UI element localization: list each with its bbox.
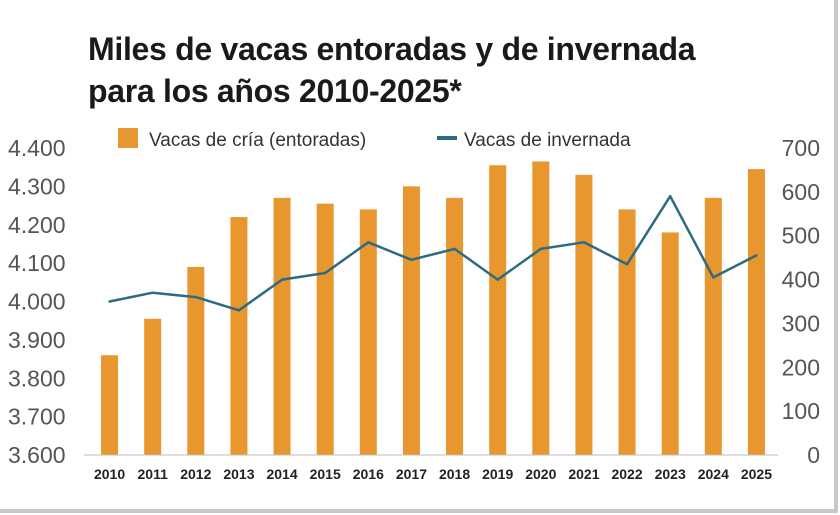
- x-tick-label: 2025: [741, 466, 772, 482]
- y-left-tick-label: 3.600: [8, 442, 66, 468]
- x-tick-label: 2011: [138, 466, 169, 482]
- chart-title-line-2: para los años 2010-2025*: [88, 73, 462, 109]
- bar: [747, 169, 765, 455]
- line-point: [712, 276, 715, 279]
- line-point: [668, 195, 672, 198]
- x-tick-label: 2014: [266, 466, 297, 482]
- bar: [489, 165, 507, 456]
- x-tick-label: 2018: [439, 466, 470, 482]
- bar: [101, 355, 119, 455]
- y-right-tick-label: 200: [782, 354, 820, 380]
- x-tick-label: 2022: [611, 466, 642, 482]
- x-tick-label: 2024: [698, 466, 729, 482]
- y-right-tick-label: 300: [782, 310, 820, 336]
- line-point: [151, 291, 154, 294]
- legend-swatch-line: [437, 136, 457, 140]
- bar: [230, 217, 248, 455]
- y-left-tick-label: 4.000: [8, 289, 66, 315]
- y-right-tick-label: 500: [782, 223, 820, 249]
- y-right-tick-label: 0: [807, 442, 820, 468]
- y-left-tick-label: 3.800: [8, 365, 66, 391]
- line-point: [539, 247, 543, 251]
- bar: [144, 318, 162, 455]
- line-point: [108, 300, 111, 303]
- legend-label-line: Vacas de invernada: [464, 130, 631, 151]
- line-point: [755, 254, 758, 257]
- y-right-tick-label: 700: [782, 135, 820, 161]
- line-series: [108, 194, 758, 312]
- y-axis-left: 3.600 3.700 3.800 3.900 4.000 4.100 4.200 4.300…: [8, 135, 66, 468]
- bar: [532, 161, 550, 455]
- line-point: [237, 309, 241, 312]
- x-tick-label: 2021: [568, 466, 599, 482]
- legend-swatch-bar: [118, 128, 138, 148]
- y-axis-right: 0 100 200 300 400 500 600 700: [782, 135, 820, 468]
- x-tick-label: 2017: [396, 466, 427, 482]
- y-left-tick-label: 4.300: [8, 173, 66, 199]
- y-left-tick-label: 3.900: [8, 327, 66, 353]
- bar: [187, 266, 205, 455]
- y-left-tick-label: 4.200: [8, 212, 66, 238]
- line-point: [496, 278, 499, 281]
- x-tick-label: 2015: [310, 466, 341, 482]
- y-left-tick-label: 3.700: [8, 404, 66, 430]
- x-tick-label: 2016: [353, 466, 384, 482]
- x-tick-label: 2023: [655, 466, 686, 482]
- x-tick-label: 2019: [482, 466, 513, 482]
- x-tick-label: 2013: [223, 466, 254, 482]
- bar: [316, 203, 334, 455]
- line-point: [582, 241, 586, 244]
- bar: [575, 174, 593, 456]
- bar: [359, 209, 377, 455]
- line-point: [453, 247, 456, 251]
- y-left-tick-label: 4.100: [8, 250, 66, 276]
- line-point: [410, 258, 413, 262]
- bar: [704, 197, 722, 455]
- bar: [661, 232, 679, 455]
- y-right-tick-label: 400: [782, 267, 820, 293]
- chart-title-line-1: Miles de vacas entoradas y de invernada: [88, 31, 696, 67]
- y-right-tick-label: 100: [782, 398, 820, 424]
- chart-title: Miles de vacas entoradas y de invernada …: [88, 28, 696, 112]
- y-left-tick-label: 4.400: [8, 135, 66, 161]
- line-point: [194, 295, 198, 299]
- legend: Vacas de cría (entoradas) Vacas de inver…: [118, 128, 631, 151]
- bar-series: [101, 161, 765, 456]
- bar: [402, 186, 420, 455]
- bar: [446, 197, 464, 455]
- x-tick-label: 2020: [525, 466, 556, 482]
- line-point: [367, 241, 370, 244]
- x-axis: 2010 2011 2012 2013 2014 2015 2016 2017 2018 2019…: [84, 454, 778, 482]
- bar: [273, 197, 291, 455]
- series-line: [109, 194, 757, 312]
- x-tick-label: 2012: [180, 466, 211, 482]
- line-point: [625, 263, 629, 266]
- y-right-tick-label: 600: [782, 179, 820, 205]
- bar: [618, 209, 636, 455]
- legend-label-bar: Vacas de cría (entoradas): [149, 130, 366, 151]
- line-point: [323, 271, 327, 275]
- x-tick-label: 2010: [94, 466, 125, 482]
- line-point: [280, 278, 284, 281]
